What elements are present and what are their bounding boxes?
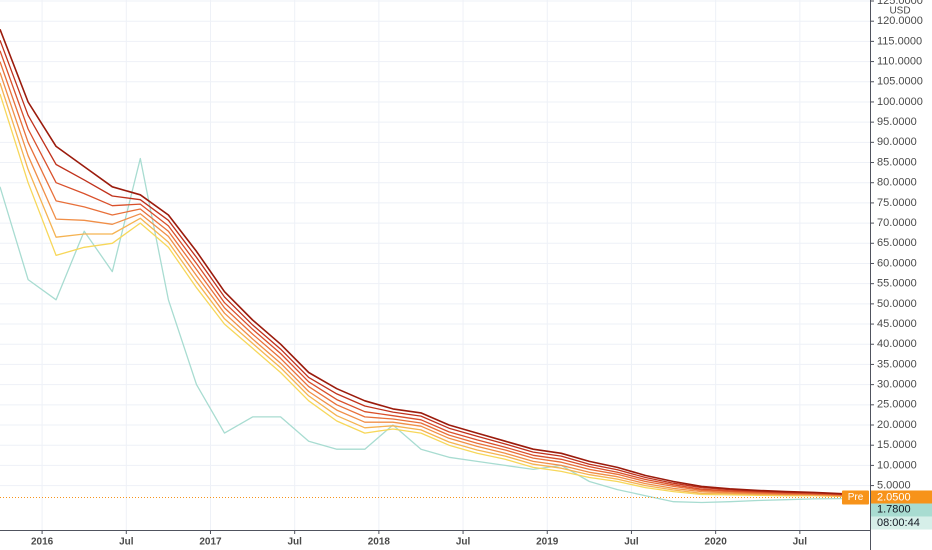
y-tick-label: 95.0000	[877, 116, 917, 128]
x-tick-label: Jul	[287, 537, 302, 548]
y-tick-label: 115.0000	[877, 35, 922, 47]
y-tick-label: 55.0000	[877, 278, 917, 290]
y-tick-label: 125.0000	[877, 0, 923, 7]
y-tick-label: 85.0000	[877, 156, 917, 168]
y-tick-label: 30.0000	[877, 379, 917, 391]
series-line	[0, 61, 842, 496]
y-tick-label: 90.0000	[877, 136, 917, 148]
series-line	[0, 39, 842, 495]
y-tick-label: 20.0000	[877, 419, 917, 431]
plot-area	[0, 29, 870, 504]
pre-market-tag-box	[842, 490, 869, 505]
y-tick-label: 5.0000	[877, 479, 911, 491]
countdown-box	[871, 516, 932, 530]
countdown: 08:00:44	[877, 517, 920, 529]
y-tick-label: 15.0000	[877, 439, 917, 451]
x-tick-label: Jul	[624, 537, 639, 548]
x-tick-label: 2018	[368, 537, 391, 548]
y-tick-label: 100.0000	[877, 96, 923, 108]
y-tick-label: 70.0000	[877, 217, 917, 229]
series-line	[0, 29, 842, 495]
y-tick-label: 110.0000	[877, 55, 922, 67]
x-tick-label: 2020	[705, 537, 728, 548]
last-price-box	[871, 503, 932, 517]
series-line	[0, 82, 842, 497]
x-tick-label: 2019	[536, 537, 559, 548]
series-line	[0, 50, 842, 496]
pre-market-tag-label: Pre	[848, 492, 864, 503]
y-tick-label: 10.0000	[877, 459, 917, 471]
y-tick-label: 25.0000	[877, 399, 917, 411]
last-price: 1.7800	[877, 503, 911, 515]
y-tick-label: 105.0000	[877, 76, 923, 88]
currency-label: USD	[889, 6, 910, 17]
grid	[0, 0, 870, 530]
y-tick-label: 50.0000	[877, 298, 917, 310]
y-tick-label: 60.0000	[877, 257, 917, 269]
x-tick-label: Jul	[119, 537, 134, 548]
x-tick-label: 2017	[199, 537, 222, 548]
x-tick-label: Jul	[456, 537, 471, 548]
x-tick-label: 2016	[31, 537, 54, 548]
series-line	[0, 93, 842, 498]
series-line	[0, 157, 842, 504]
y-tick-label: 80.0000	[877, 177, 917, 189]
y-tick-label: 65.0000	[877, 237, 917, 249]
pre-market-price: 2.0500	[877, 491, 911, 503]
x-tick-label: Jul	[793, 537, 808, 548]
y-tick-label: 45.0000	[877, 318, 917, 330]
y-tick-label: 120.0000	[877, 15, 923, 27]
y-tick-label: 75.0000	[877, 197, 917, 209]
pre-market-price-box	[871, 490, 932, 505]
y-tick-label: 35.0000	[877, 358, 917, 370]
series-line	[0, 72, 842, 497]
axes: 5.0000 10.0000 15.0000 20.0000 25.0000 30.000…	[31, 0, 932, 548]
y-tick-label: 40.0000	[877, 338, 917, 350]
